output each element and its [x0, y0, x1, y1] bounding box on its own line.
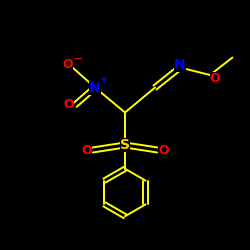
Text: O: O [158, 144, 169, 156]
Text: N: N [89, 80, 101, 94]
Text: O: O [62, 58, 73, 71]
Text: N: N [174, 58, 186, 72]
Text: S: S [120, 138, 130, 152]
Text: +: + [100, 75, 108, 85]
Text: O: O [210, 72, 220, 85]
Text: −: − [74, 54, 84, 64]
Text: O: O [81, 144, 92, 156]
Text: O: O [64, 98, 74, 112]
